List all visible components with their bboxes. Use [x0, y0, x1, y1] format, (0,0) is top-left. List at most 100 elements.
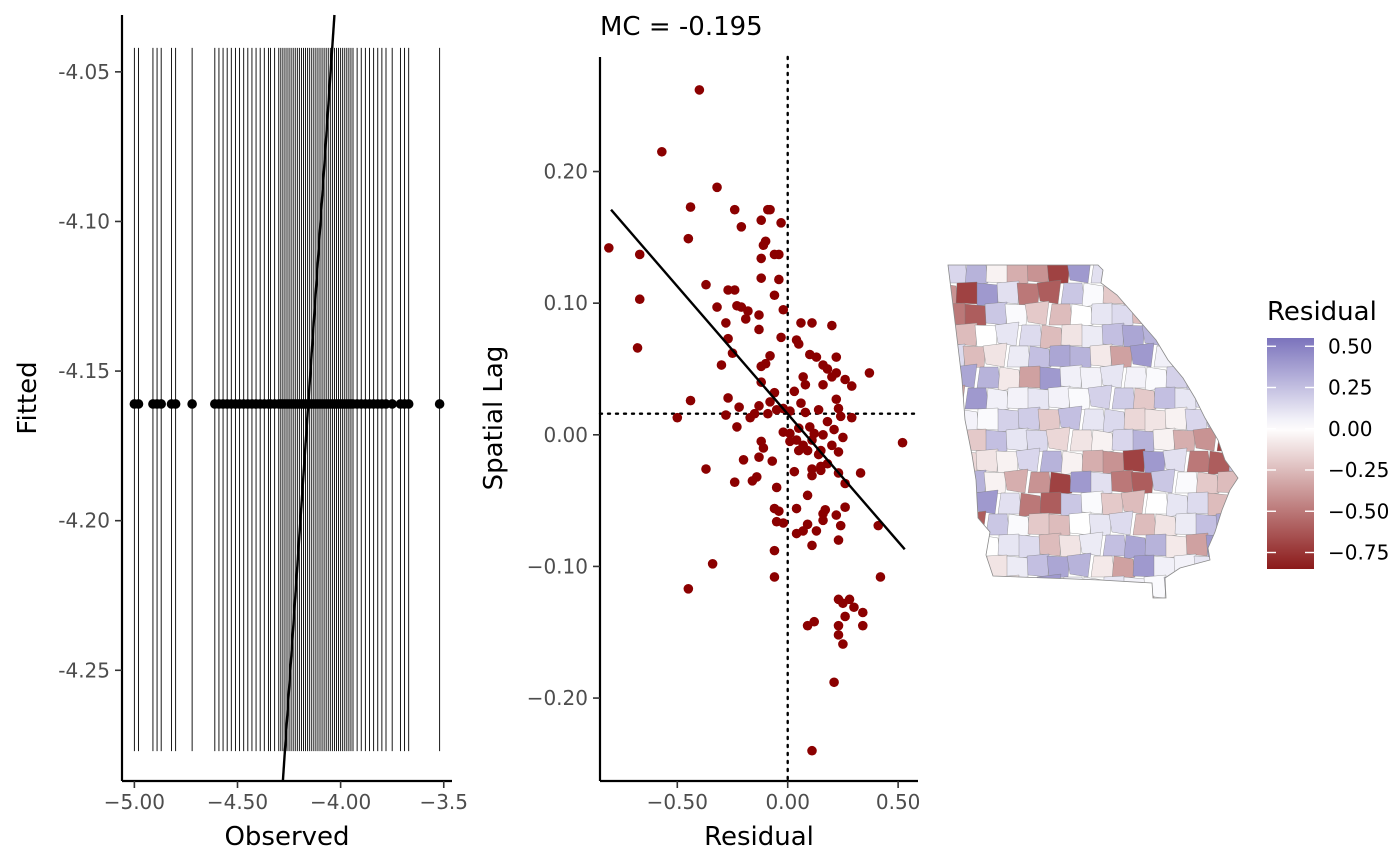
county — [1111, 428, 1135, 452]
observed-fitted-panel: −5.00 −4.50 −4.00 −3.5 -4.05 -4.10 -4.15 -4.20 -… — [13, 14, 468, 852]
data-point — [835, 520, 846, 531]
y-tick-label: −0.20 — [527, 686, 588, 710]
data-point — [827, 440, 837, 451]
legend-label: −0.75 — [1328, 541, 1389, 565]
data-point — [855, 468, 866, 478]
x-tick-label: −5.00 — [104, 790, 165, 814]
county — [1129, 342, 1155, 368]
data-point — [736, 222, 747, 232]
data-point — [774, 274, 784, 285]
county — [948, 471, 966, 496]
data-point — [723, 285, 733, 295]
data-point — [747, 476, 758, 486]
county — [1132, 554, 1156, 578]
residual-map-panel — [947, 264, 1239, 599]
county — [1237, 596, 1238, 598]
y-tick-label: -4.10 — [58, 209, 110, 233]
data-point — [632, 343, 643, 353]
data-point — [813, 404, 824, 415]
county — [1207, 323, 1231, 347]
county — [1174, 512, 1198, 536]
data-point — [796, 318, 806, 328]
legend-label: −0.25 — [1328, 458, 1389, 482]
data-point — [838, 432, 848, 443]
data-point — [796, 398, 806, 409]
county — [1123, 282, 1146, 307]
county — [1069, 345, 1092, 370]
county — [1060, 492, 1083, 517]
data-point — [811, 526, 822, 536]
county — [1237, 555, 1238, 578]
county — [1204, 405, 1230, 431]
county — [1066, 265, 1092, 284]
county — [1039, 366, 1062, 391]
county — [1193, 265, 1218, 285]
county — [1047, 385, 1071, 410]
county — [948, 324, 957, 349]
county — [1192, 426, 1218, 452]
county — [995, 450, 1020, 474]
county — [1111, 597, 1134, 598]
y-tick-label: 0.10 — [543, 291, 588, 315]
county — [948, 366, 957, 390]
county — [982, 342, 1008, 368]
county — [1141, 321, 1167, 347]
county — [1080, 490, 1104, 515]
county — [1006, 386, 1030, 410]
county — [1132, 513, 1158, 536]
county — [1237, 302, 1238, 326]
county — [1206, 364, 1230, 389]
data-point — [701, 464, 711, 474]
county — [1068, 511, 1092, 536]
county — [985, 387, 1010, 413]
data-point — [701, 279, 711, 290]
county — [1195, 471, 1220, 497]
county — [1048, 597, 1074, 598]
county — [1090, 471, 1113, 496]
county — [1102, 575, 1126, 598]
data-point — [897, 437, 908, 448]
data-point — [434, 399, 445, 409]
plot-title: MC = -0.195 — [600, 12, 763, 42]
county — [1142, 450, 1167, 474]
county — [1216, 597, 1238, 598]
x-tick-label: 0.00 — [765, 790, 810, 814]
data-point — [807, 470, 817, 481]
data-point — [838, 639, 848, 649]
county — [1151, 597, 1176, 598]
data-point — [758, 443, 769, 453]
data-point — [756, 361, 767, 372]
data-point — [778, 304, 789, 315]
county — [996, 574, 1020, 598]
data-point — [849, 602, 859, 613]
legend: Residual 0.50 0.25 0.00 −0.25 −0.50 −0.75 — [1267, 297, 1389, 569]
county — [1144, 408, 1167, 433]
data-point — [816, 465, 826, 476]
data-point — [771, 482, 782, 493]
county — [1143, 280, 1167, 305]
legend-label: 0.25 — [1328, 376, 1373, 400]
data-point — [818, 429, 828, 440]
county — [1163, 576, 1188, 598]
county — [1165, 324, 1191, 347]
county — [948, 513, 966, 537]
county — [964, 387, 990, 410]
county — [1110, 469, 1134, 494]
county — [1227, 490, 1238, 515]
axes: −0.50 0.00 0.50 0.20 0.10 0.00 −0.10 −0.20 — [527, 57, 920, 814]
county — [1144, 533, 1168, 557]
data-point — [754, 310, 764, 320]
x-tick-label: −3.5 — [419, 790, 468, 814]
data-point — [802, 490, 813, 501]
data-point — [791, 528, 802, 539]
data-point — [833, 630, 844, 640]
y-tick-label: -4.25 — [58, 658, 110, 682]
data-point — [778, 427, 789, 437]
county — [1090, 555, 1116, 578]
county — [1111, 265, 1136, 287]
legend-label: −0.50 — [1328, 499, 1389, 523]
county — [1186, 324, 1211, 350]
data-point — [875, 572, 886, 582]
county — [1018, 324, 1044, 347]
county — [976, 576, 999, 598]
